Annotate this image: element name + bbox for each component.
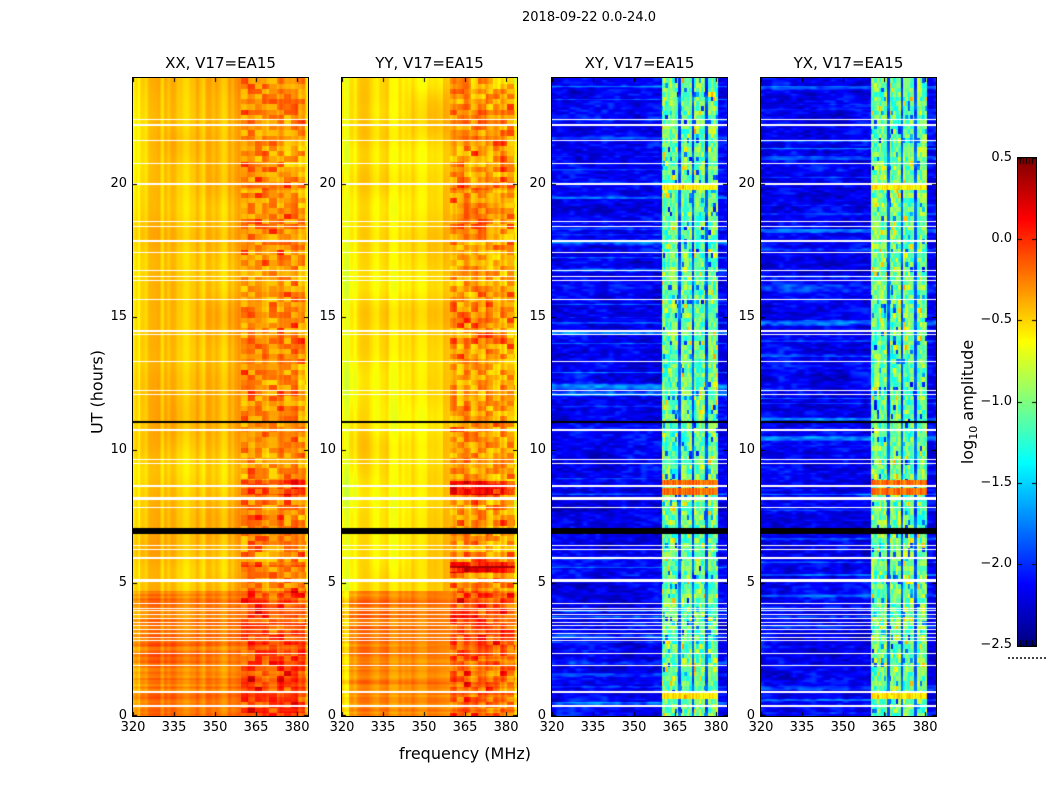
x-tick-label: 350 [411,720,437,735]
x-tick-label: 365 [452,720,478,735]
y-tick-label: 0 [327,708,336,723]
y-tick-label: 20 [110,176,127,192]
x-tick-label: 365 [662,720,688,735]
colorbar-extend-dots [1008,657,1046,659]
y-tick-label: 10 [319,442,336,458]
x-tick-label: 335 [580,720,606,735]
y-tick-label: 15 [529,309,546,325]
x-tick-label: 365 [871,720,897,735]
y-tick-label: 0 [118,708,127,723]
y-tick-label: 5 [746,575,755,591]
colorbar-gradient [1017,157,1037,647]
x-tick-label: 320 [748,720,774,735]
colorbar-tick-label: −2.5 [980,637,1012,652]
y-tick-label: 20 [529,176,546,192]
figure-title: 2018-09-22 0.0-24.0 [522,10,656,25]
panel-title-yx: YX, V17=EA15 [793,54,904,72]
x-tick-label: 350 [202,720,228,735]
colorbar-label-sub: 10 [967,425,981,440]
x-tick-label: 380 [284,720,310,735]
y-tick-label: 0 [537,708,546,723]
y-tick-label: 10 [738,442,755,458]
y-tick-label: 20 [319,176,336,192]
y-tick-label: 15 [110,309,127,325]
x-tick-label: 380 [912,720,938,735]
heatmap-canvas-xx [132,77,309,717]
y-tick-label: 10 [529,442,546,458]
x-axis-label: frequency (MHz) [398,744,532,763]
colorbar-tick-label: 0.5 [991,150,1012,165]
colorbar-tick-label: −0.5 [980,312,1012,328]
panel-title-xy: XY, V17=EA15 [584,54,695,72]
heatmap-canvas-yx [760,77,937,717]
heatmap-canvas-yy [341,77,518,717]
panel-title-yy: YY, V17=EA15 [375,54,484,72]
colorbar-label-suffix: amplitude [957,339,977,426]
x-tick-label: 320 [329,720,355,735]
x-tick-label: 350 [621,720,647,735]
y-tick-label: 15 [738,309,755,325]
y-tick-label: 20 [738,176,755,192]
x-tick-label: 350 [830,720,856,735]
x-tick-label: 335 [370,720,396,735]
y-tick-label: 5 [118,575,127,591]
y-tick-label: 15 [319,309,336,325]
y-tick-label: 10 [110,442,127,458]
x-tick-label: 335 [789,720,815,735]
x-tick-label: 320 [120,720,146,735]
heatmap-canvas-xy [551,77,728,717]
x-tick-label: 335 [161,720,187,735]
y-tick-label: 0 [746,708,755,723]
panel-title-xx: XX, V17=EA15 [165,54,276,72]
colorbar-tick-label: −2.0 [980,555,1012,571]
x-tick-label: 365 [243,720,269,735]
y-axis-label: UT (hours) [87,349,107,435]
y-tick-label: 5 [537,575,546,591]
x-tick-label: 380 [703,720,729,735]
x-tick-label: 320 [539,720,565,735]
colorbar-tick-label: −1.5 [980,474,1012,490]
colorbar-tick-label: −1.0 [980,393,1012,409]
x-tick-label: 380 [493,720,519,735]
colorbar-tick-label: 0.0 [991,231,1012,247]
colorbar-label-prefix: log [957,439,977,465]
y-tick-label: 5 [327,575,336,591]
